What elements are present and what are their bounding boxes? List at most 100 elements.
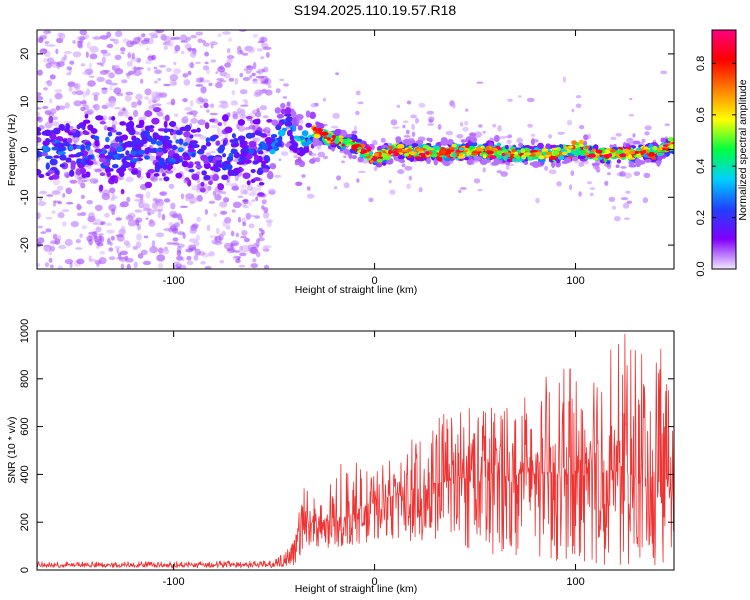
spectrogram-ridge-mark: [538, 155, 545, 160]
spectrogram-band-mark: [122, 161, 131, 168]
spectrogram-noise-mark: [625, 190, 631, 194]
spectrogram-noise-mark: [226, 55, 235, 60]
spectrogram-noise-mark: [464, 120, 469, 126]
spectrogram-ridge-mark: [401, 149, 408, 153]
spectrogram-noise-mark: [456, 134, 464, 139]
spectrogram-band-mark: [255, 118, 261, 125]
spectrogram-noise-mark: [193, 254, 199, 261]
spectrogram-band-mark: [245, 132, 254, 139]
spectrogram-band-mark: [426, 157, 431, 165]
spectrogram-noise-mark: [125, 91, 134, 96]
spectrogram-ridge-mark: [398, 148, 403, 153]
spectrogram-band-mark: [109, 168, 114, 172]
spectrogram-noise-mark: [256, 48, 264, 52]
spectrogram-ridge-mark: [351, 144, 359, 149]
spectrogram-band-mark: [65, 123, 70, 131]
spectrogram-noise-mark: [86, 41, 91, 49]
spectrogram-band-mark: [537, 142, 544, 149]
spectrogram-band-mark: [309, 111, 316, 119]
spectrogram-band-mark: [284, 121, 293, 127]
spectrogram-noise-mark: [240, 184, 248, 189]
spectrogram-noise-mark: [571, 108, 575, 113]
spectrogram-noise-mark: [150, 176, 158, 182]
spectrogram-ridge-mark: [562, 151, 567, 156]
spectrogram-noise-mark: [578, 191, 582, 197]
spectrogram-noise-mark: [168, 221, 174, 227]
spectrogram-ridge-mark: [480, 145, 485, 149]
spectrogram-band-mark: [43, 129, 52, 136]
spectrogram-noise-mark: [411, 131, 416, 137]
spectrogram-noise-mark: [137, 43, 145, 46]
spectrogram-band-mark: [199, 187, 206, 193]
spectrogram-band-mark: [205, 137, 210, 143]
spectrogram-ridge-mark: [659, 147, 663, 151]
spectrogram-band-mark: [274, 107, 282, 114]
spectrogram-band-mark: [99, 121, 106, 125]
spectrogram-noise-mark: [49, 164, 58, 168]
spectrogram-band-mark: [343, 148, 350, 155]
spectrogram-band-mark: [191, 152, 196, 158]
spectrogram-noise-mark: [37, 69, 43, 76]
spectrogram-noise-mark: [239, 252, 247, 257]
spectrogram-noise-mark: [206, 68, 210, 75]
spectrogram-noise-mark: [452, 102, 456, 109]
spectrogram-noise-mark: [181, 264, 187, 269]
spectrogram-noise-mark: [158, 263, 164, 269]
spectrogram-noise-mark: [88, 133, 93, 137]
spectrogram-noise-mark: [459, 187, 467, 190]
spectrogram-band-mark: [162, 172, 166, 177]
spectrogram-noise-mark: [134, 198, 142, 202]
spectrogram-noise-mark: [388, 180, 392, 184]
spectrogram-band-mark: [303, 147, 310, 153]
spectrogram-band-mark: [95, 115, 104, 121]
spectrogram-noise-mark: [44, 40, 50, 44]
spectrogram-band-mark: [183, 131, 191, 138]
spectrogram-band-mark: [182, 142, 189, 147]
spectrogram-noise-mark: [39, 48, 48, 55]
spectrogram-noise-mark: [212, 190, 217, 196]
spectrogram-noise-mark: [104, 212, 110, 218]
spectrogram-band-mark: [144, 181, 152, 189]
spectrogram-noise-mark: [202, 42, 210, 47]
spectrogram-noise-mark: [177, 243, 185, 249]
spectrogram-noise-mark: [37, 111, 40, 116]
spectrogram-noise-mark: [110, 100, 116, 107]
spectrogram-band-mark: [219, 144, 226, 152]
colorbar-tick-label: 0.6: [695, 107, 707, 122]
spectrogram-noise-mark: [567, 119, 573, 126]
spectrogram-noise-mark: [102, 115, 107, 121]
spectrogram-noise-mark: [240, 236, 248, 239]
spectrogram-noise-mark: [48, 257, 53, 263]
spectrogram-x-tick-label: 100: [566, 275, 584, 287]
spectrogram-noise-mark: [73, 100, 82, 107]
spectrogram-ridge-mark: [667, 137, 674, 142]
spectrogram-noise-mark: [258, 228, 263, 232]
snr-series-line: [37, 333, 674, 569]
spectrogram-noise-mark: [465, 108, 469, 112]
spectrogram-band-mark: [270, 134, 278, 138]
spectrogram-noise-mark: [110, 197, 115, 201]
spectrogram-noise-mark: [263, 264, 270, 269]
spectrogram-band-mark: [224, 126, 233, 134]
spectrogram-band-mark: [305, 110, 311, 118]
spectrogram-band-mark: [351, 130, 358, 134]
spectrogram-ridge-mark: [623, 149, 630, 153]
spectrogram-band-mark: [76, 124, 81, 130]
spectrogram-ridge-mark: [326, 140, 332, 143]
spectrogram-noise-mark: [126, 196, 131, 203]
spectrogram-band-mark: [53, 155, 60, 159]
spectrogram-band-mark: [37, 168, 42, 176]
spectrogram-band-mark: [169, 128, 175, 133]
spectrogram-noise-mark: [242, 221, 247, 227]
spectrogram-band-mark: [175, 139, 180, 144]
spectrogram-band-mark: [616, 159, 622, 164]
spectrogram-noise-mark: [154, 69, 162, 74]
spectrogram-noise-mark: [37, 237, 45, 244]
spectrogram-noise-mark: [341, 160, 345, 164]
spectrogram-noise-mark: [182, 73, 189, 78]
spectrogram-noise-mark: [195, 31, 204, 36]
spectrogram-noise-mark: [405, 129, 410, 135]
spectrogram-band-mark: [48, 116, 54, 124]
spectrogram-band-mark: [276, 113, 284, 119]
spectrogram-ridge-mark: [592, 157, 599, 161]
